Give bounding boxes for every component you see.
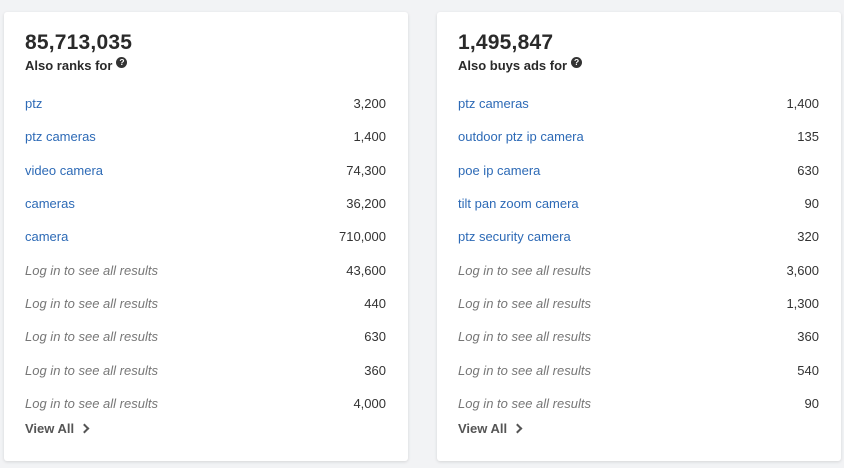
also-ranks-for-card: 85,713,035 Also ranks for ? ptz 3,200 ptz … — [4, 12, 408, 461]
ads-keyword-list: ptz cameras 1,400 outdoor ptz ip camera 135… — [458, 87, 819, 420]
ranks-total-count: 85,713,035 — [25, 31, 133, 54]
login-prompt-link[interactable]: Log in to see all results — [25, 262, 158, 278]
keyword-volume: 630 — [364, 329, 386, 345]
ranks-title-label: Also ranks for — [25, 58, 113, 73]
keyword-link[interactable]: ptz cameras — [458, 96, 529, 112]
keyword-link[interactable]: ptz cameras — [25, 129, 96, 145]
keyword-row: camera 710,000 — [25, 220, 386, 253]
view-all-label: View All — [25, 421, 75, 436]
keyword-row: Log in to see all results 4,000 — [25, 387, 386, 420]
keyword-volume: 90 — [804, 395, 819, 411]
login-prompt-link[interactable]: Log in to see all results — [25, 395, 158, 411]
ads-view-all-link[interactable]: View All — [458, 421, 523, 436]
keyword-volume: 710,000 — [339, 229, 386, 245]
keyword-row: video camera 74,300 — [25, 154, 386, 187]
keyword-row: tilt pan zoom camera 90 — [458, 187, 819, 220]
keyword-row: ptz 3,200 — [25, 87, 386, 120]
keyword-volume: 360 — [364, 362, 386, 378]
login-prompt-link[interactable]: Log in to see all results — [458, 362, 591, 378]
login-prompt-link[interactable]: Log in to see all results — [25, 295, 158, 311]
keyword-link[interactable]: video camera — [25, 162, 104, 178]
keyword-link[interactable]: tilt pan zoom camera — [458, 196, 579, 212]
keyword-link[interactable]: cameras — [25, 196, 75, 212]
ads-title-label: Also buys ads for — [458, 58, 568, 73]
ranks-view-all-link[interactable]: View All — [25, 421, 90, 436]
keyword-row: Log in to see all results 43,600 — [25, 253, 386, 286]
login-prompt-link[interactable]: Log in to see all results — [458, 329, 591, 345]
keyword-row: Log in to see all results 540 — [458, 353, 819, 386]
ranks-keyword-list: ptz 3,200 ptz cameras 1,400 video camera 74,3… — [25, 87, 386, 420]
chevron-right-icon — [79, 423, 90, 434]
keyword-row: Log in to see all results 440 — [25, 287, 386, 320]
keyword-link[interactable]: poe ip camera — [458, 162, 541, 178]
keyword-row: Log in to see all results 1,300 — [458, 287, 819, 320]
keyword-row: Log in to see all results 3,600 — [458, 253, 819, 286]
login-prompt-link[interactable]: Log in to see all results — [25, 329, 158, 345]
login-prompt-link[interactable]: Log in to see all results — [458, 395, 591, 411]
keyword-volume: 74,300 — [346, 162, 386, 178]
keyword-volume: 36,200 — [346, 196, 386, 212]
keyword-volume: 3,600 — [786, 262, 819, 278]
ads-total-count: 1,495,847 — [458, 31, 554, 54]
keyword-row: ptz cameras 1,400 — [458, 87, 819, 120]
keyword-volume: 440 — [364, 295, 386, 311]
login-prompt-link[interactable]: Log in to see all results — [458, 262, 591, 278]
ranks-title: Also ranks for ? — [25, 57, 128, 73]
keyword-link[interactable]: camera — [25, 229, 69, 245]
keyword-link[interactable]: ptz — [25, 96, 43, 112]
keyword-link[interactable]: ptz security camera — [458, 229, 571, 245]
ads-title: Also buys ads for ? — [458, 57, 583, 73]
help-icon[interactable]: ? — [116, 57, 128, 68]
keyword-volume: 135 — [797, 129, 819, 145]
keyword-row: Log in to see all results 360 — [458, 320, 819, 353]
keyword-volume: 3,200 — [353, 96, 386, 112]
keyword-volume: 1,300 — [786, 295, 819, 311]
login-prompt-link[interactable]: Log in to see all results — [458, 295, 591, 311]
keyword-volume: 43,600 — [346, 262, 386, 278]
keyword-row: ptz cameras 1,400 — [25, 120, 386, 153]
keyword-volume: 1,400 — [353, 129, 386, 145]
login-prompt-link[interactable]: Log in to see all results — [25, 362, 158, 378]
view-all-label: View All — [458, 421, 508, 436]
keyword-row: cameras 36,200 — [25, 187, 386, 220]
keyword-volume: 540 — [797, 362, 819, 378]
keyword-row: outdoor ptz ip camera 135 — [458, 120, 819, 153]
keyword-volume: 4,000 — [353, 395, 386, 411]
keyword-volume: 320 — [797, 229, 819, 245]
keyword-volume: 90 — [804, 196, 819, 212]
help-icon[interactable]: ? — [571, 57, 583, 68]
keyword-row: poe ip camera 630 — [458, 154, 819, 187]
keyword-row: Log in to see all results 630 — [25, 320, 386, 353]
keyword-row: ptz security camera 320 — [458, 220, 819, 253]
also-buys-ads-for-card: 1,495,847 Also buys ads for ? ptz camera… — [437, 12, 841, 461]
keyword-link[interactable]: outdoor ptz ip camera — [458, 129, 584, 145]
chevron-right-icon — [512, 423, 523, 434]
keyword-volume: 1,400 — [786, 96, 819, 112]
keyword-row: Log in to see all results 90 — [458, 387, 819, 420]
keyword-volume: 360 — [797, 329, 819, 345]
keyword-row: Log in to see all results 360 — [25, 353, 386, 386]
keyword-volume: 630 — [797, 162, 819, 178]
